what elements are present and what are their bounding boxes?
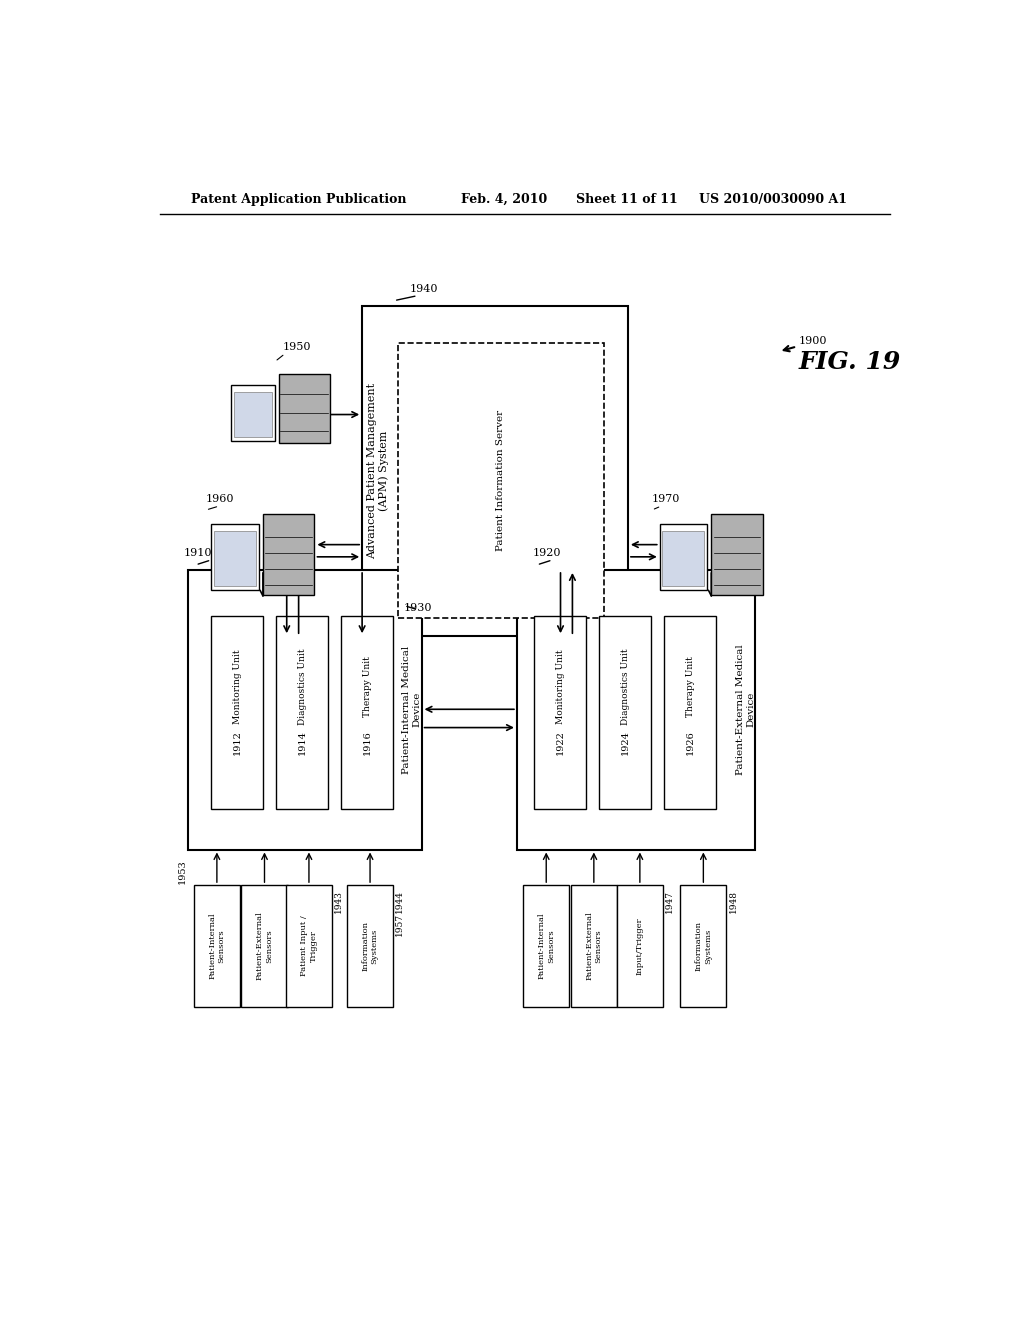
Text: 1960: 1960 bbox=[206, 494, 234, 504]
Text: Therapy Unit: Therapy Unit bbox=[362, 656, 372, 717]
Text: Advanced Patient Management
(APM) System: Advanced Patient Management (APM) System bbox=[367, 383, 389, 558]
FancyBboxPatch shape bbox=[397, 343, 604, 618]
FancyBboxPatch shape bbox=[665, 615, 716, 809]
Text: 1950: 1950 bbox=[283, 342, 311, 351]
Text: 1953: 1953 bbox=[178, 859, 187, 884]
FancyBboxPatch shape bbox=[276, 615, 328, 809]
Text: 1941: 1941 bbox=[243, 912, 251, 936]
Text: 1959: 1959 bbox=[571, 890, 581, 913]
FancyBboxPatch shape bbox=[663, 532, 705, 586]
FancyBboxPatch shape bbox=[659, 524, 708, 590]
FancyBboxPatch shape bbox=[347, 886, 393, 1007]
Text: 1942: 1942 bbox=[290, 912, 299, 936]
FancyBboxPatch shape bbox=[279, 374, 331, 444]
Text: Diagnostics Unit: Diagnostics Unit bbox=[298, 648, 307, 725]
Text: Monitoring Unit: Monitoring Unit bbox=[556, 649, 564, 725]
Text: Information
Systems: Information Systems bbox=[361, 921, 379, 972]
FancyBboxPatch shape bbox=[211, 615, 263, 809]
Text: US 2010/0030090 A1: US 2010/0030090 A1 bbox=[699, 193, 848, 206]
Text: Patient-Internal
Sensors: Patient-Internal Sensors bbox=[538, 913, 555, 979]
Text: 1957: 1957 bbox=[395, 912, 404, 936]
Text: 1920: 1920 bbox=[532, 548, 561, 558]
FancyBboxPatch shape bbox=[214, 532, 256, 586]
Text: Patient Information Server: Patient Information Server bbox=[497, 411, 506, 552]
Text: 1970: 1970 bbox=[652, 494, 680, 504]
FancyBboxPatch shape bbox=[194, 886, 240, 1007]
Text: 1914: 1914 bbox=[298, 730, 307, 755]
Text: Patient-External
Sensors: Patient-External Sensors bbox=[256, 912, 273, 981]
FancyBboxPatch shape bbox=[187, 570, 422, 850]
Text: Patient Input /
Trigger: Patient Input / Trigger bbox=[300, 916, 317, 977]
Text: 1943: 1943 bbox=[334, 890, 343, 913]
Text: Patient-Internal Medical
Device: Patient-Internal Medical Device bbox=[402, 645, 422, 774]
FancyBboxPatch shape bbox=[233, 392, 271, 437]
Text: Patient-Internal
Sensors: Patient-Internal Sensors bbox=[208, 913, 225, 979]
Text: 1926: 1926 bbox=[686, 730, 694, 755]
FancyBboxPatch shape bbox=[231, 385, 274, 441]
FancyBboxPatch shape bbox=[680, 886, 726, 1007]
Text: 1930: 1930 bbox=[403, 603, 432, 612]
Text: 1955: 1955 bbox=[290, 890, 299, 913]
FancyBboxPatch shape bbox=[286, 886, 332, 1007]
Text: Information
Systems: Information Systems bbox=[694, 921, 712, 972]
Text: Feb. 4, 2010: Feb. 4, 2010 bbox=[461, 193, 548, 206]
Text: 1900: 1900 bbox=[799, 337, 827, 346]
FancyBboxPatch shape bbox=[616, 886, 663, 1007]
Text: 1910: 1910 bbox=[183, 548, 212, 558]
FancyBboxPatch shape bbox=[517, 570, 755, 850]
FancyBboxPatch shape bbox=[599, 615, 651, 809]
Text: 1945: 1945 bbox=[571, 912, 581, 936]
FancyBboxPatch shape bbox=[341, 615, 393, 809]
Text: Patent Application Publication: Patent Application Publication bbox=[191, 193, 407, 206]
FancyBboxPatch shape bbox=[263, 515, 314, 595]
FancyBboxPatch shape bbox=[535, 615, 586, 809]
Text: Sheet 11 of 11: Sheet 11 of 11 bbox=[577, 193, 678, 206]
Text: 1948: 1948 bbox=[729, 890, 737, 913]
Text: Input/Trigger: Input/Trigger bbox=[636, 917, 644, 975]
Text: 1940: 1940 bbox=[410, 284, 438, 293]
FancyBboxPatch shape bbox=[362, 306, 628, 636]
Text: Patient-External
Sensors: Patient-External Sensors bbox=[586, 912, 602, 981]
FancyBboxPatch shape bbox=[211, 524, 259, 590]
Text: FIG. 19: FIG. 19 bbox=[799, 350, 901, 374]
Text: 1946: 1946 bbox=[620, 890, 629, 913]
FancyBboxPatch shape bbox=[523, 886, 569, 1007]
Text: Monitoring Unit: Monitoring Unit bbox=[232, 649, 242, 725]
Text: 1922: 1922 bbox=[556, 730, 564, 755]
Text: 1953: 1953 bbox=[243, 890, 251, 913]
Text: Diagnostics Unit: Diagnostics Unit bbox=[621, 648, 630, 725]
FancyBboxPatch shape bbox=[242, 886, 288, 1007]
Text: 1924: 1924 bbox=[621, 730, 630, 755]
Text: 1947: 1947 bbox=[666, 890, 674, 913]
FancyBboxPatch shape bbox=[712, 515, 763, 595]
Text: 1912: 1912 bbox=[232, 730, 242, 755]
FancyBboxPatch shape bbox=[570, 886, 616, 1007]
Text: 1944: 1944 bbox=[395, 890, 404, 913]
Text: 1916: 1916 bbox=[362, 730, 372, 755]
Text: Therapy Unit: Therapy Unit bbox=[686, 656, 694, 717]
Text: Patient-External Medical
Device: Patient-External Medical Device bbox=[735, 644, 755, 775]
